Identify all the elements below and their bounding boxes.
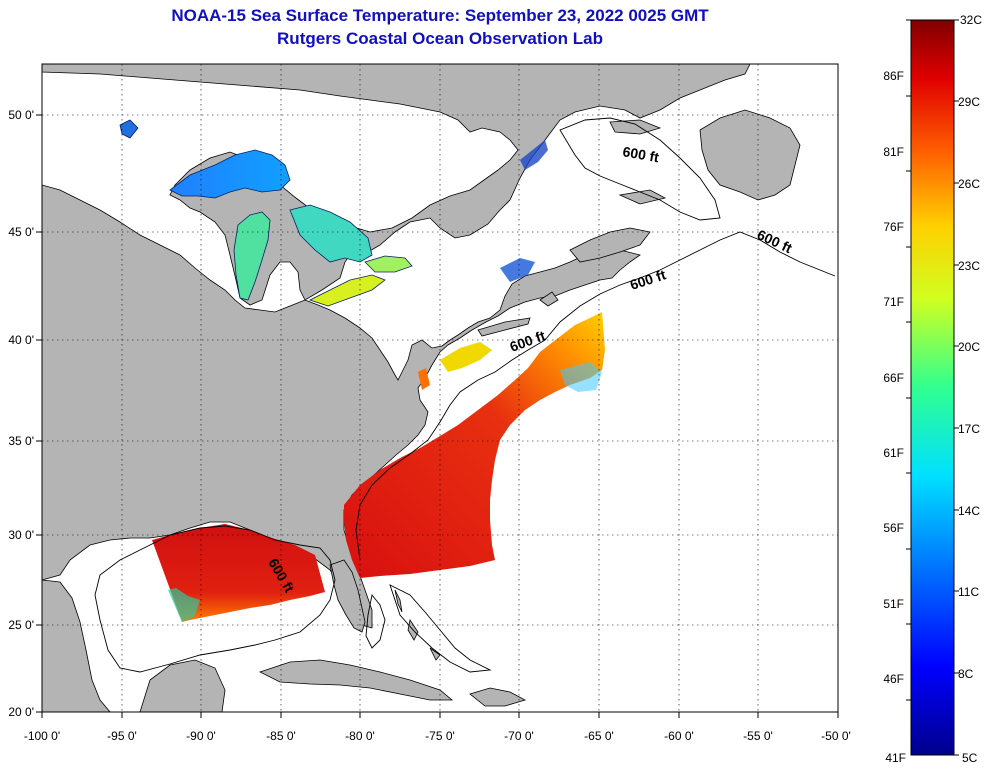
lake-erie [308,274,386,307]
contour-gulf-st-lawrence [559,117,721,221]
lat-label: 30 0' [8,528,34,542]
colorbar-fahrenheit-label: 41F [885,751,906,765]
colorbar-celsius-label: 23C [958,259,980,273]
map-subtitle: Rutgers Coastal Ocean Observation Lab [277,29,603,48]
long-island [477,317,531,337]
colorbar-celsius-label: 32C [960,13,982,27]
colorbar-fahrenheit-label: 66F [883,371,904,385]
st-lawrence-cool [520,140,548,170]
lat-label: 35 0' [8,434,34,448]
cuba [258,659,454,701]
tick-marks [36,114,839,718]
colorbar-celsius-label: 20C [958,340,980,354]
newfoundland [699,109,801,201]
sst-swaths [152,140,605,622]
hispaniola [469,687,527,707]
gulf-swath-cool-edge [168,588,200,622]
mid-atlantic-warm-patch [440,342,492,372]
colorbar-fahrenheit-label: 61F [883,446,904,460]
lon-label: -95 0' [107,729,137,743]
great-lakes-sst [119,119,413,307]
lon-label: -50 0' [821,729,851,743]
bathymetry-contours [94,117,836,673]
colorbar-fahrenheit-label: 46F [883,672,904,686]
colorbar-celsius-label: 29C [958,95,980,109]
gulf-of-maine-cool [500,258,535,282]
colorbar-celsius-label: 26C [958,177,980,191]
colorbar-ticks [906,19,959,756]
lon-label: -65 0' [584,729,614,743]
lake-ontario [364,255,413,273]
lon-label: -90 0' [186,729,216,743]
colorbar-fahrenheit-label: 51F [883,597,904,611]
lat-label: 20 0' [8,705,34,719]
atlantic-swath [344,312,605,578]
lon-labels: -100 0' -95 0' -90 0' -85 0' -80 0' -75 … [24,729,851,743]
coastal-islands [477,291,559,337]
cape-cod [539,291,559,307]
lat-label: 40 0' [8,333,34,347]
bahamas [394,589,441,661]
anticosti-island [609,119,662,135]
contour-bahamas [389,584,492,673]
colorbar-fahrenheit-label: 56F [883,521,904,535]
lake-winnipeg-patch [119,119,139,139]
gulf-of-mexico-swath [152,524,325,622]
lat-labels: 20 0' 25 0' 30 0' 35 0' 40 0' 45 0' 50 0… [8,108,34,719]
atlantic-swath-cool-edge [560,362,602,392]
colorbar: 32C 29C 26C 23C 20C 17C 14C 11C 8C 5C 86… [883,13,982,765]
graticule [42,64,838,712]
contour-florida-keys [365,593,386,649]
colorbar-celsius-label: 8C [958,667,974,681]
colorbar-fahrenheit-label: 76F [883,220,904,234]
lon-label: -100 0' [24,729,60,743]
lon-label: -75 0' [425,729,455,743]
lake-huron [289,204,373,263]
map-title: NOAA-15 Sea Surface Temperature: Septemb… [171,6,709,25]
contour-label-st-lawrence: 600 ft [621,143,660,165]
lon-label: -60 0' [664,729,694,743]
chesapeake-patch [418,368,430,390]
florida-peninsula [329,559,366,633]
lon-label: -70 0' [504,729,534,743]
contour-atlantic-shelf [355,231,836,561]
lon-label: -55 0' [743,729,773,743]
lon-label: -80 0' [345,729,375,743]
colorbar-fahrenheit-label: 71F [883,295,904,309]
colorbar-celsius-label: 11C [958,585,979,599]
colorbar-celsius-label: 14C [958,504,980,518]
colorbar-gradient [910,19,955,756]
lake-michigan [233,211,271,301]
nova-scotia [569,227,651,263]
colorbar-fahrenheit-label: 81F [883,145,904,159]
lat-label: 45 0' [8,225,34,239]
contour-gulf [94,525,336,673]
colorbar-fahrenheit-label: 86F [883,69,904,83]
lon-label: -85 0' [266,729,296,743]
lake-superior [169,149,291,199]
colorbar-celsius-label: 17C [958,422,980,436]
lat-label: 50 0' [8,108,34,122]
lat-label: 25 0' [8,618,34,632]
colorbar-celsius-label: 5C [962,751,978,765]
yucatan-peninsula [139,659,226,713]
